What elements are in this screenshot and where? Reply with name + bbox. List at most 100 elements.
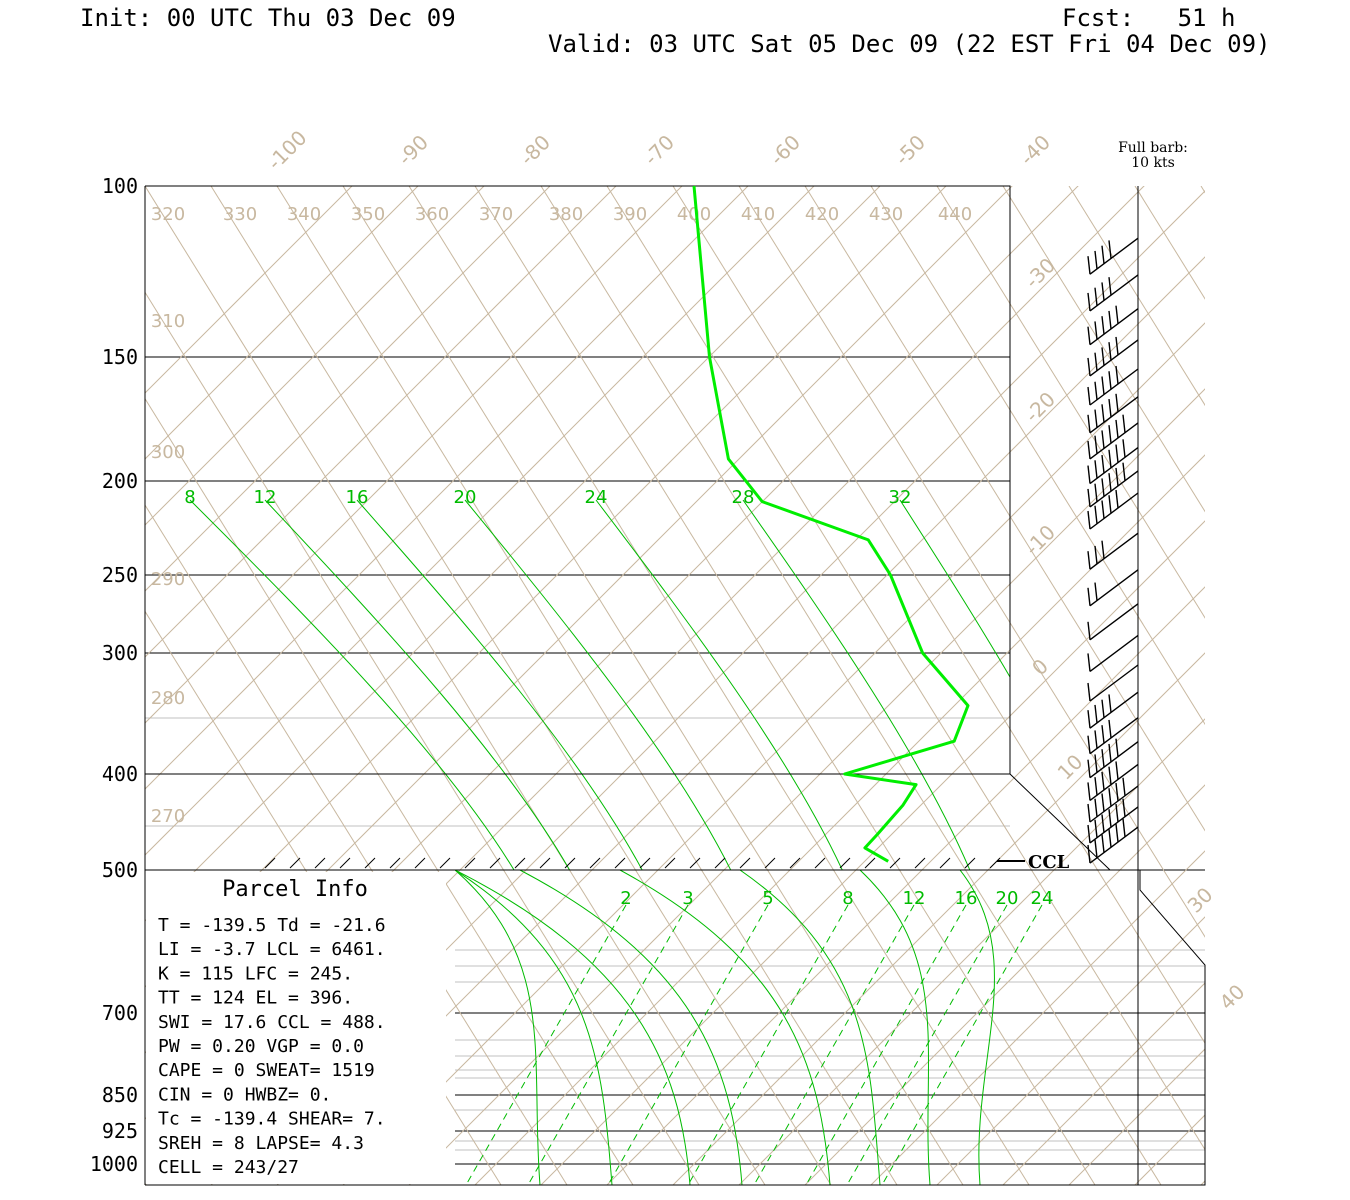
wind-barb-flag	[1108, 449, 1112, 468]
mixing-ratio-label: 20	[996, 888, 1019, 909]
wind-barb-flag	[1094, 409, 1098, 428]
isotherm-line	[145, 186, 485, 526]
isotherm-line	[936, 916, 1205, 1185]
mixing-ratio-label: 32	[889, 487, 912, 508]
wind-barb-flag	[1101, 771, 1105, 791]
parcel-info-row: PW = 0.20 VGP = 0.0	[158, 1036, 364, 1057]
wind-barb	[1087, 393, 1139, 434]
isotherm-label: -30	[1020, 253, 1060, 293]
isotherm-label: 30	[1183, 883, 1218, 918]
mixing-ratio-label: 8	[184, 487, 195, 508]
wind-barb-flag	[1108, 425, 1112, 444]
tick-mark	[689, 857, 701, 869]
pressure-label: 300	[102, 641, 138, 665]
dry-adiabat-line	[1002, 186, 1205, 513]
wind-barb-flag	[1115, 803, 1119, 823]
ccl-label: CCL	[1028, 852, 1070, 873]
wind-barb-flag	[1115, 444, 1119, 463]
wind-barb-flag	[1087, 621, 1091, 640]
wind-barb-staff	[1089, 274, 1139, 312]
wind-barb	[1087, 717, 1139, 755]
wind-barb-flag	[1101, 793, 1105, 812]
pressure-label: 925	[102, 1119, 138, 1143]
mixing-ratio-label: 3	[682, 888, 693, 909]
wind-barb	[1087, 664, 1139, 702]
wind-barb	[1087, 603, 1139, 641]
isotherm-line	[145, 186, 353, 394]
wind-barb-flag	[1101, 478, 1105, 497]
wind-barb-flag	[1087, 682, 1091, 702]
tick-mark	[289, 857, 301, 869]
wind-barb-flag	[1115, 782, 1119, 802]
theta-label: 320	[151, 204, 185, 225]
wind-barb-flag	[1087, 326, 1091, 345]
wind-barb-staff	[1089, 368, 1139, 406]
isotherm-label: -60	[765, 130, 805, 170]
barb-legend-line2: 10 kts	[1131, 155, 1175, 171]
moist-adiabat-line	[189, 499, 515, 870]
wind-barb-flag	[1101, 245, 1105, 264]
wind-barb-flag	[1094, 777, 1098, 796]
isotherm-line	[145, 186, 551, 592]
isotherm-layer	[145, 186, 1350, 1185]
wind-barb-flag	[1087, 510, 1091, 530]
moist-adiabat-line	[739, 870, 881, 1185]
wind-barb	[1087, 569, 1139, 607]
wind-barb-flag	[1115, 305, 1119, 324]
wind-barb-flag	[1101, 347, 1105, 366]
wind-barb-flag	[1101, 404, 1105, 423]
wind-barb	[1087, 777, 1139, 823]
wind-barb-flag	[1108, 277, 1112, 296]
barb-legend-line1: Full barb:	[1118, 140, 1188, 156]
isotherm-line	[1200, 1180, 1205, 1185]
wind-barb-staff	[1089, 691, 1139, 729]
dry-adiabat-line	[1333, 186, 1350, 1185]
wind-barb-flag	[1108, 788, 1112, 807]
pressure-label: 500	[102, 858, 138, 882]
wind-barb	[1087, 798, 1139, 844]
theta-label: 270	[151, 806, 185, 827]
upper-frame	[145, 185, 1011, 775]
wind-barb-staff	[1089, 470, 1139, 508]
tick-mark	[414, 857, 426, 869]
isotherm-label: -10	[1020, 520, 1060, 560]
moist-adiabat-line	[455, 870, 541, 1185]
mixing-ratio-label: 5	[762, 888, 773, 909]
parcel-info-panel: Parcel Info T = -139.5 Td = -21.6 LI = -3.…	[146, 872, 446, 1184]
isotherm-line	[276, 256, 1205, 1185]
wind-barb-flag	[1094, 352, 1098, 371]
wind-barb-flag	[1108, 719, 1112, 738]
wind-barb-flag	[1094, 730, 1098, 749]
pressure-label: 250	[102, 563, 138, 587]
isotherm-line	[145, 186, 617, 658]
wind-barb-flag	[1108, 371, 1112, 390]
dry-adiabat-line	[145, 186, 766, 1185]
wind-barb-flag	[1087, 782, 1091, 801]
wind-barb-flag	[1101, 430, 1105, 449]
wind-barb-flag	[1101, 376, 1105, 395]
dry-adiabat-line	[606, 186, 1205, 1151]
wind-barb-flag	[1101, 834, 1105, 853]
wind-barb-flag	[1115, 467, 1119, 486]
wind-barb-flag	[1094, 381, 1098, 400]
theta-label: 380	[549, 204, 583, 225]
wind-barb-flag	[1108, 310, 1112, 329]
wind-barb-staff	[1089, 339, 1139, 377]
wind-barb-flag	[1115, 489, 1119, 509]
wind-barb-flag	[1087, 587, 1091, 606]
wind-barb-flag	[1108, 240, 1112, 259]
parcel-info-row: K = 115 LFC = 245.	[158, 963, 353, 984]
moist-adiabat-line	[356, 499, 643, 870]
isotherm-line	[145, 186, 683, 724]
wind-barb-flag	[1101, 455, 1105, 474]
mixing-ratio-dashed-line	[465, 904, 627, 1185]
wind-barb-flag	[1094, 819, 1098, 838]
dry-adiabat-line	[936, 186, 1205, 620]
theta-label: 300	[151, 442, 185, 463]
mixing-ratio-label: 24	[585, 487, 608, 508]
wind-barb-flag	[1087, 710, 1091, 729]
wind-barb-flag	[1101, 814, 1105, 833]
theta-label: 280	[151, 688, 185, 709]
parcel-info-row: CAPE = 0 SWEAT= 1519	[158, 1060, 375, 1081]
isotherm-line	[342, 322, 1205, 1185]
